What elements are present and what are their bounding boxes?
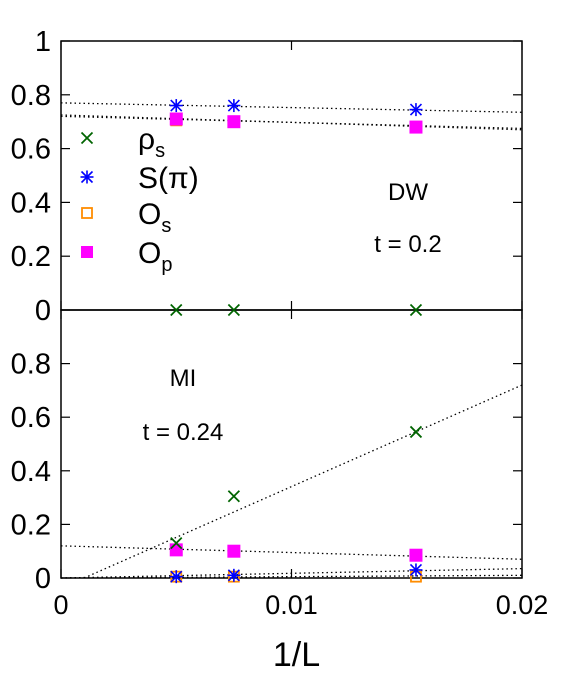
- bottom-fit-line: [83, 384, 523, 579]
- legend-label-base: ρ: [138, 123, 155, 156]
- bottom-ytick-label: 0.2: [11, 509, 51, 541]
- top-point-S: [169, 99, 183, 113]
- bottom-ytick-label: 0: [35, 563, 51, 595]
- bottom-point-Op: [169, 543, 183, 557]
- bottom-ytick-label: 0.4: [11, 456, 51, 488]
- top-point-S: [409, 103, 423, 117]
- top-point-rho: [227, 303, 241, 317]
- top-ytick-label: 1: [35, 26, 51, 58]
- bottom-point-rho-stroke: [409, 425, 423, 439]
- bottom-annotation-phase: MI: [170, 365, 197, 392]
- bottom-point-Op: [409, 548, 423, 562]
- top-point-rho-stroke: [227, 303, 241, 317]
- legend-marker-rho: [80, 131, 94, 145]
- legend-label-S: S(π): [138, 162, 199, 195]
- bottom-point-rho: [409, 425, 423, 439]
- bottom-point-rho-stroke: [227, 490, 241, 503]
- bottom-point-rho-stroke: [170, 537, 183, 550]
- top-point-rho-stroke: [409, 303, 423, 317]
- bottom-ytick-label: 0.6: [11, 402, 51, 434]
- legend-label-base: O: [138, 198, 161, 231]
- bottom-point-rho: [170, 537, 183, 550]
- bottom-point-Op: [227, 544, 241, 558]
- legend-marker-Op: [81, 246, 93, 258]
- top-point-Op: [169, 112, 183, 126]
- bottom-point-S: [409, 563, 423, 577]
- legend-entry-Os: Os: [81, 198, 171, 237]
- top-ytick-label: 0.6: [11, 134, 51, 166]
- bottom-point-S: [227, 568, 241, 582]
- top-point-Op: [409, 120, 423, 134]
- legend-label-subscript: p: [161, 254, 172, 276]
- bottom-annotation-param: t = 0.24: [143, 419, 224, 446]
- legend-entry-S: S(π): [80, 162, 199, 195]
- legend-marker-Os: [81, 207, 93, 219]
- legend-label-base: O: [138, 237, 161, 270]
- top-point-rho: [409, 303, 423, 317]
- legend-label-subscript: s: [155, 140, 165, 162]
- xtick-label: 0.01: [265, 590, 318, 620]
- legend-entry-rho: ρs: [80, 123, 165, 162]
- top-ytick-label: 0.2: [11, 241, 51, 273]
- legend-entry-Op: Op: [81, 237, 172, 276]
- top-fit-line: [60, 115, 523, 130]
- top-point-S: [227, 99, 241, 113]
- top-annotation-param: t = 0.2: [374, 231, 441, 258]
- legend-label-base: S(π): [138, 162, 199, 195]
- bottom-point-S: [169, 570, 183, 584]
- top-annotation-phase: DW: [388, 179, 428, 206]
- xtick-label: 0: [53, 590, 68, 620]
- top-ytick-label: 0: [35, 295, 51, 327]
- legend-label-subscript: s: [161, 215, 171, 237]
- bottom-fit-line: [60, 545, 523, 560]
- top-ytick-label: 0.4: [11, 187, 51, 219]
- top-point-rho: [170, 303, 183, 317]
- top-point-Op: [227, 115, 241, 129]
- bottom-ytick-label: 0.8: [11, 349, 51, 381]
- bottom-point-rho: [227, 490, 241, 503]
- x-axis-label: 1/L: [273, 636, 320, 674]
- legend-label-Op: Op: [138, 237, 172, 276]
- top-point-rho-stroke: [170, 303, 183, 317]
- top-ytick-label: 0.8: [11, 80, 51, 112]
- xtick-label: 0.02: [496, 590, 549, 620]
- legend-label-Os: Os: [138, 198, 171, 237]
- top-fit-line: [60, 102, 523, 113]
- legend-label-rho: ρs: [138, 123, 165, 162]
